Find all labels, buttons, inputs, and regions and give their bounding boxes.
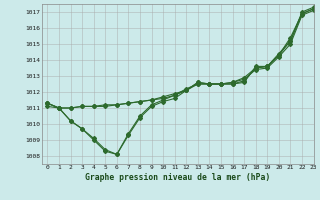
X-axis label: Graphe pression niveau de la mer (hPa): Graphe pression niveau de la mer (hPa) [85, 173, 270, 182]
